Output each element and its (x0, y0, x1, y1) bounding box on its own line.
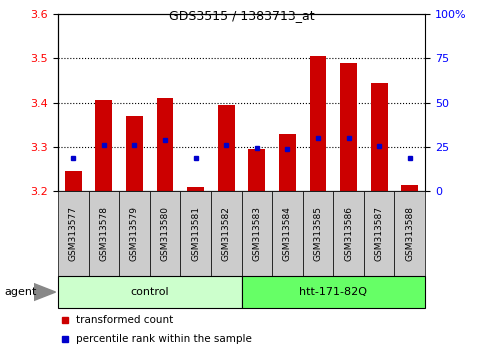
Bar (340, 63, 357, 191)
Bar (364, 191, 395, 276)
Bar (279, 134, 296, 191)
Text: GSM313584: GSM313584 (283, 206, 292, 261)
Text: GSM313588: GSM313588 (405, 206, 414, 261)
Bar (119, 191, 150, 276)
Text: GDS3515 / 1383713_at: GDS3515 / 1383713_at (169, 9, 314, 22)
Bar (150, 191, 180, 276)
Bar (333, 191, 364, 276)
Text: GSM313581: GSM313581 (191, 206, 200, 261)
Bar (96, 101, 112, 191)
Text: htt-171-82Q: htt-171-82Q (299, 287, 367, 297)
Text: GSM313586: GSM313586 (344, 206, 353, 261)
Bar (156, 98, 173, 191)
Bar (395, 191, 425, 276)
Bar (58, 276, 242, 308)
Bar (65, 171, 82, 191)
Bar (272, 191, 303, 276)
Text: GSM313583: GSM313583 (252, 206, 261, 261)
Text: GSM313585: GSM313585 (313, 206, 323, 261)
Text: transformed count: transformed count (76, 315, 173, 325)
Bar (371, 83, 387, 191)
Text: GSM313580: GSM313580 (160, 206, 170, 261)
Bar (187, 187, 204, 191)
Bar (242, 276, 425, 308)
Text: agent: agent (5, 287, 37, 297)
Bar (218, 105, 235, 191)
Text: GSM313579: GSM313579 (130, 206, 139, 261)
Bar (242, 191, 272, 276)
Bar (58, 191, 88, 276)
Bar (248, 149, 265, 191)
Text: GSM313582: GSM313582 (222, 206, 231, 261)
Bar (88, 191, 119, 276)
Text: control: control (130, 287, 169, 297)
Text: GSM313577: GSM313577 (69, 206, 78, 261)
Bar (126, 116, 143, 191)
Text: GSM313587: GSM313587 (375, 206, 384, 261)
Bar (310, 56, 327, 191)
Polygon shape (34, 284, 56, 301)
Bar (180, 191, 211, 276)
Bar (401, 184, 418, 191)
Text: GSM313578: GSM313578 (99, 206, 108, 261)
Bar (211, 191, 242, 276)
Text: percentile rank within the sample: percentile rank within the sample (76, 333, 252, 344)
Bar (303, 191, 333, 276)
